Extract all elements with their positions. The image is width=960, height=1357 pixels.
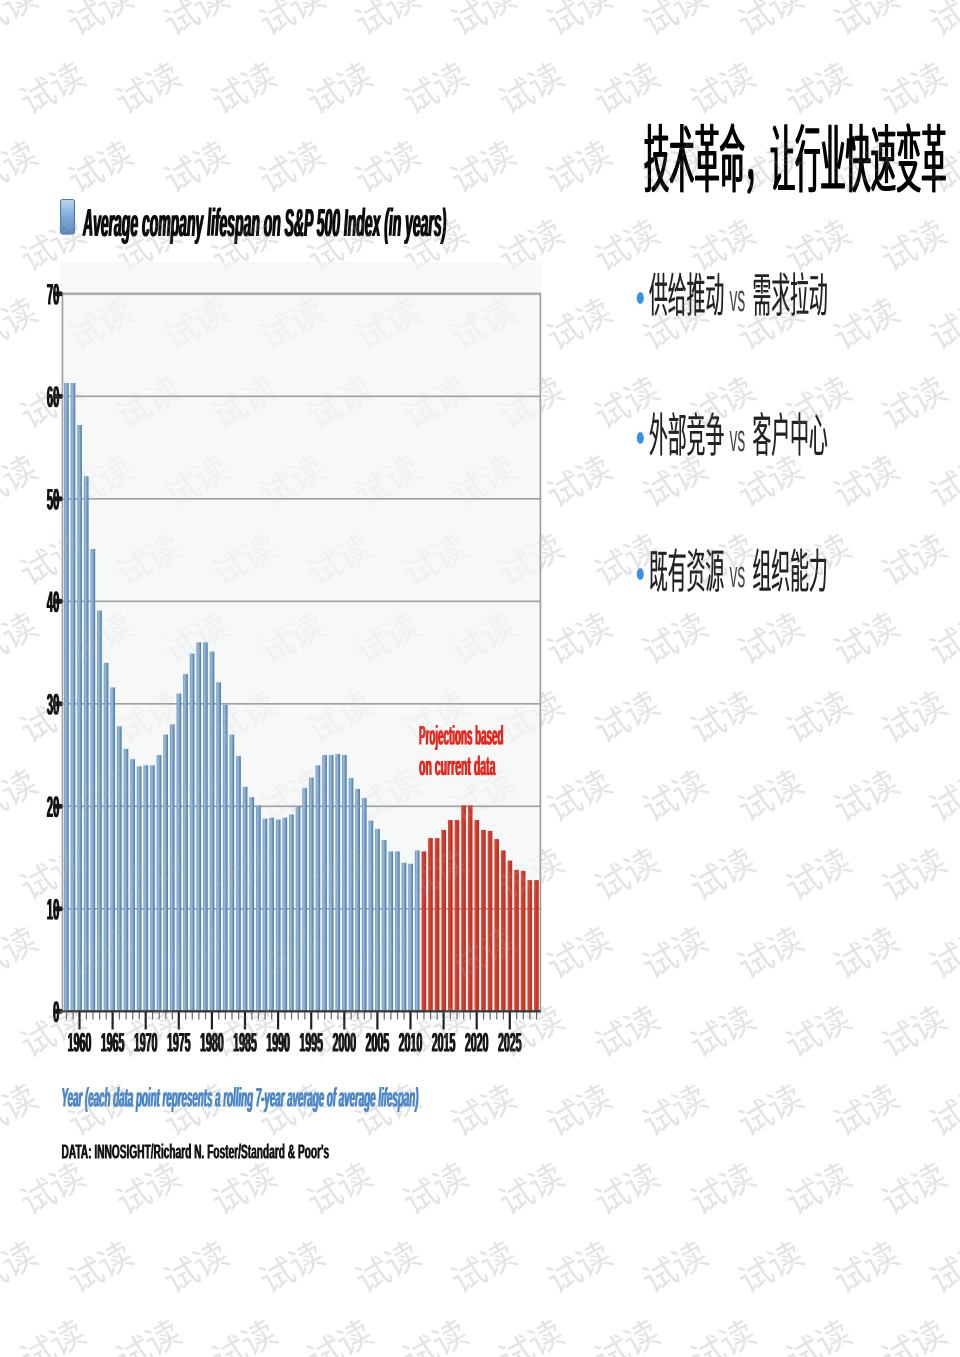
- svg-text:30: 30: [46, 688, 58, 721]
- svg-text:30: 30: [47, 688, 59, 721]
- svg-text:20: 20: [47, 791, 59, 824]
- svg-text:1975: 1975: [167, 1029, 191, 1058]
- svg-text:on current data: on current data: [419, 753, 496, 782]
- svg-text:1995: 1995: [300, 1029, 324, 1058]
- svg-text:0: 0: [53, 996, 59, 1029]
- svg-text:70: 70: [46, 278, 58, 311]
- svg-text:50: 50: [47, 483, 59, 516]
- svg-text:vs: vs: [730, 418, 746, 460]
- svg-text:1960: 1960: [68, 1029, 92, 1058]
- svg-text:on current data: on current data: [419, 753, 496, 782]
- svg-text:70: 70: [47, 278, 59, 311]
- svg-text:DATA: INNOSIGHT/Richard N. Fos: DATA: INNOSIGHT/Richard N. Foster/Standa…: [61, 1141, 329, 1164]
- svg-text:10: 10: [47, 893, 59, 926]
- svg-text:20: 20: [46, 791, 58, 824]
- svg-text:1965: 1965: [101, 1029, 125, 1058]
- svg-text:1965: 1965: [100, 1029, 124, 1058]
- svg-text:1980: 1980: [200, 1029, 224, 1058]
- svg-text:1990: 1990: [267, 1029, 291, 1058]
- svg-text:2005: 2005: [366, 1029, 390, 1058]
- svg-text:1980: 1980: [201, 1029, 225, 1058]
- svg-text:1975: 1975: [167, 1029, 191, 1058]
- svg-text:DATA: INNOSIGHT/Richard N. Fos: DATA: INNOSIGHT/Richard N. Foster/Standa…: [62, 1141, 330, 1164]
- svg-text:40: 40: [46, 586, 58, 619]
- svg-text:1960: 1960: [67, 1029, 91, 1058]
- svg-text:1970: 1970: [133, 1029, 157, 1058]
- svg-text:50: 50: [46, 483, 58, 516]
- svg-text:1990: 1990: [266, 1029, 290, 1058]
- svg-text:2015: 2015: [431, 1029, 455, 1058]
- svg-text:10: 10: [46, 893, 58, 926]
- svg-text:0: 0: [54, 996, 60, 1029]
- svg-text:vs: vs: [730, 278, 746, 320]
- svg-text:40: 40: [47, 586, 59, 619]
- svg-text:2005: 2005: [365, 1029, 389, 1058]
- svg-text:2020: 2020: [464, 1029, 488, 1058]
- svg-text:2015: 2015: [432, 1029, 456, 1058]
- svg-text:2020: 2020: [465, 1029, 489, 1058]
